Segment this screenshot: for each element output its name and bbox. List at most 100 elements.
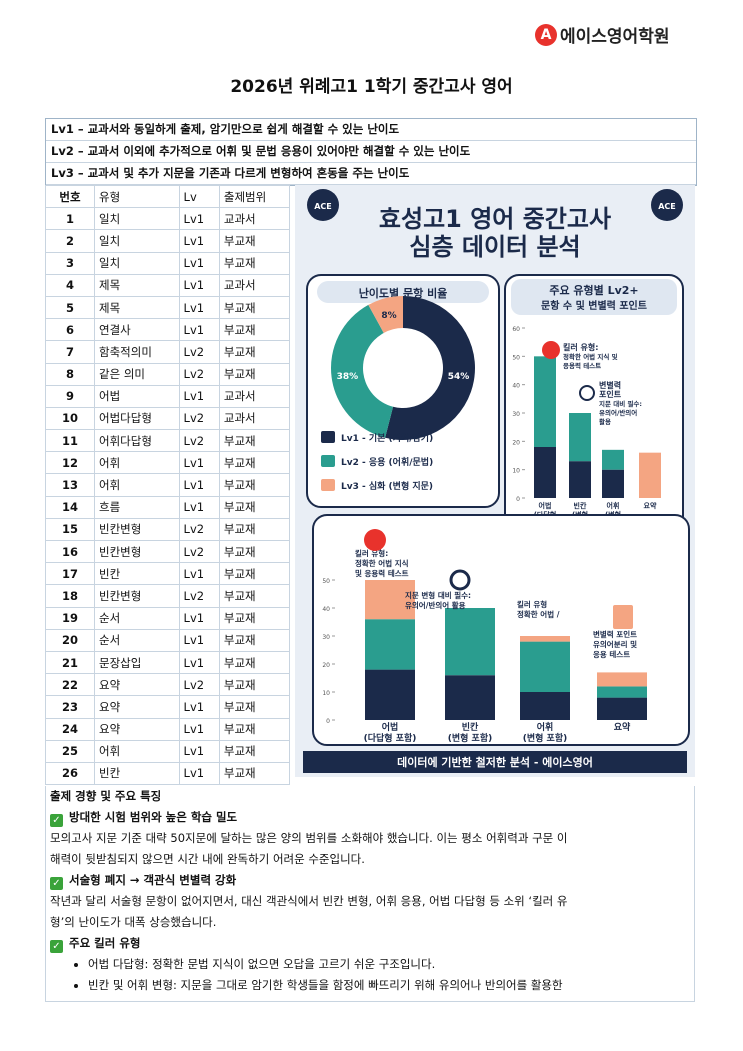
table-cell: 20 bbox=[45, 628, 95, 652]
table-cell: 8 bbox=[45, 362, 95, 386]
bar-segment bbox=[520, 641, 570, 692]
table-cell: Lv2 bbox=[178, 517, 220, 542]
table-cell: 부교재 bbox=[218, 584, 291, 608]
table-row: 17 빈칸 Lv1 부교재 bbox=[45, 562, 291, 586]
table-row: 19 순서 Lv1 부교재 bbox=[45, 606, 291, 630]
table-cell: 요약 bbox=[94, 695, 180, 719]
table-cell: Lv2 bbox=[178, 429, 220, 453]
table-cell: 부교재 bbox=[218, 318, 291, 342]
table-cell: 21 bbox=[45, 650, 95, 675]
table-cell: 교과서 bbox=[218, 406, 291, 431]
table-row: 16 빈칸변형 Lv2 부교재 bbox=[45, 539, 291, 564]
annotation: 변별력 포인트 bbox=[593, 629, 637, 639]
bullet: 어법 다답형: 정확한 문법 지식이 없으면 오답을 고르기 쉬운 구조입니다. bbox=[88, 954, 690, 975]
annotation: 활용 bbox=[599, 417, 611, 426]
y-tick-label: 10 bbox=[512, 468, 520, 475]
y-tick-label: 50 bbox=[322, 578, 330, 585]
table-cell: Lv1 bbox=[178, 251, 220, 275]
logo-icon: A bbox=[535, 23, 557, 46]
y-tick-label: 40 bbox=[512, 383, 520, 390]
section-title-text: 주요 킬러 유형 bbox=[69, 936, 141, 950]
table-row: 15 빈칸변형 Lv2 부교재 bbox=[45, 517, 291, 542]
table-row: 6 연결사 Lv1 부교재 bbox=[45, 318, 291, 342]
x-tick-label: 요약 bbox=[644, 501, 657, 510]
bar-segment bbox=[520, 636, 570, 642]
legend-swatch bbox=[321, 479, 335, 491]
table-cell: 제목 bbox=[94, 273, 180, 297]
y-tick-label: 40 bbox=[322, 606, 330, 613]
annotation: 정확한 어법 / bbox=[517, 609, 560, 619]
table-cell: 부교재 bbox=[218, 739, 291, 763]
table-row: 12 어휘 Lv1 부교재 bbox=[45, 451, 291, 475]
table-cell: 22 bbox=[45, 673, 95, 697]
table-cell: 함축적의미 bbox=[94, 340, 180, 364]
table-cell: 부교재 bbox=[218, 295, 291, 320]
table-cell: 부교재 bbox=[218, 451, 291, 475]
icon bbox=[613, 605, 633, 629]
table-cell: 부교재 bbox=[218, 673, 291, 697]
table-cell: 빈칸변형 bbox=[94, 584, 180, 608]
check-icon: ✓ bbox=[50, 814, 63, 827]
table-cell: 부교재 bbox=[218, 429, 291, 453]
notes: 출제 경향 및 주요 특징 ✓ 방대한 시험 범위와 높은 학습 밀도 모의고사 지문… bbox=[45, 786, 695, 1002]
section-body: 해력이 뒷받침되지 않으면 시간 내에 완독하기 어려운 수준입니다. bbox=[50, 852, 365, 866]
level-line: Lv3 – 교과서 및 추가 지문을 기존과 다르게 변형하여 혼동을 주는 난… bbox=[46, 163, 696, 185]
table-cell: 흐름 bbox=[94, 495, 180, 519]
table-cell: 교과서 bbox=[218, 273, 291, 297]
table-cell: 빈칸변형 bbox=[94, 539, 180, 564]
check-icon: ✓ bbox=[50, 877, 63, 890]
annotation: 킬러 유형: bbox=[355, 548, 388, 558]
annotation: 유의어/반의어 bbox=[599, 408, 637, 417]
y-tick-label: 30 bbox=[512, 411, 520, 418]
pie-slice bbox=[385, 296, 475, 440]
y-tick-label: 10 bbox=[322, 690, 330, 697]
footer-band bbox=[303, 751, 687, 773]
annotation: 킬러 유형: bbox=[563, 342, 598, 352]
legend-swatch bbox=[321, 431, 335, 443]
table-cell: 빈칸 bbox=[94, 562, 180, 586]
table-cell: Lv1 bbox=[178, 495, 220, 519]
section-body: 모의고사 지문 기준 대략 50지문에 달하는 많은 양의 범위를 소화해야 했… bbox=[50, 831, 568, 845]
table-cell: 17 bbox=[45, 562, 95, 586]
bar-segment bbox=[534, 356, 556, 447]
table-cell: 19 bbox=[45, 606, 95, 630]
bar-segment bbox=[569, 461, 591, 498]
section-title-text: 서술형 폐지 → 객관식 변별력 강화 bbox=[69, 873, 237, 887]
notes-heading: 출제 경향 및 주요 특징 bbox=[50, 789, 162, 803]
bar-segment bbox=[365, 669, 415, 720]
table-cell: Lv1 bbox=[178, 739, 220, 763]
level-line: Lv2 – 교과서 이외에 추가적으로 어휘 및 문법 응용이 있어야만 해결할… bbox=[46, 141, 696, 163]
table-cell: 어휘 bbox=[94, 473, 180, 497]
table-cell: 4 bbox=[45, 273, 95, 297]
bar-segment bbox=[597, 672, 647, 687]
table-cell: 어휘다답형 bbox=[94, 429, 180, 453]
y-tick-label: 60 bbox=[512, 326, 520, 333]
pie-label: 38% bbox=[337, 372, 359, 382]
bar-segment bbox=[602, 469, 624, 498]
question-table: 번호 유형 Lv 출제범위 1 일치 Lv1 교과서 2 일치 Lv1 부교재 3 일치 Lv1 부교재 4 제목… bbox=[45, 184, 291, 786]
footer-text: 데이터에 기반한 철저한 분석 - 에이스영어 bbox=[397, 755, 593, 769]
bar-segment bbox=[597, 686, 647, 698]
panel-header bbox=[511, 279, 677, 315]
annotation: 정확한 어법 지식 bbox=[355, 558, 409, 568]
table-cell: 부교재 bbox=[218, 229, 291, 253]
table-row: 5 제목 Lv1 부교재 bbox=[45, 295, 291, 320]
table-cell: Lv1 bbox=[178, 628, 220, 652]
table-cell: 부교재 bbox=[218, 562, 291, 586]
bullet: 빈칸 및 어휘 변형: 지문을 그대로 암기한 학생들을 함정에 빠뜨리기 위해… bbox=[88, 975, 690, 996]
table-cell: 빈칸변형 bbox=[94, 517, 180, 542]
table-cell: 13 bbox=[45, 473, 95, 497]
table-cell: 빈칸 bbox=[94, 761, 180, 786]
annotation: 응용 테스트 bbox=[593, 649, 630, 659]
bar-segment bbox=[365, 619, 415, 670]
table-row: 2 일치 Lv1 부교재 bbox=[45, 229, 291, 253]
table-cell: 어휘 bbox=[94, 739, 180, 763]
table-row: 1 일치 Lv1 교과서 bbox=[45, 207, 291, 231]
table-cell: 부교재 bbox=[218, 517, 291, 542]
logo-text: 에이스영어학원 bbox=[560, 27, 670, 47]
table-cell: 11 bbox=[45, 429, 95, 453]
badge-text: ACE bbox=[658, 202, 676, 211]
annotation: 응용력 테스트 bbox=[563, 361, 601, 370]
table-row: 13 어휘 Lv1 부교재 bbox=[45, 473, 291, 497]
table-cell: 교과서 bbox=[218, 207, 291, 231]
